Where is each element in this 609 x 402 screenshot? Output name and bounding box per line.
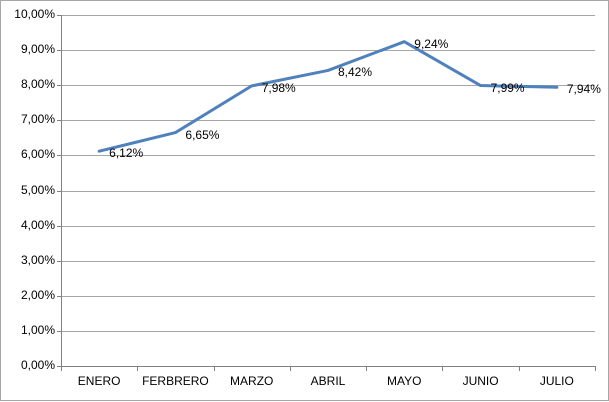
x-axis-category-label: ABRIL [310,374,346,388]
x-axis-category-label: MAYO [387,374,422,388]
y-axis-tick-label: 3,00% [20,252,55,267]
y-axis-tick-label: 8,00% [20,77,55,92]
y-axis-tick-label: 9,00% [20,42,55,57]
y-axis-tick-label: 1,00% [20,322,55,337]
data-point-label: 9,24% [414,36,449,51]
data-point-label: 6,12% [109,146,144,161]
x-axis-category-label: JULIO [539,374,574,388]
data-point-label: 8,42% [338,65,373,80]
y-axis-tick-label: 4,00% [20,217,55,232]
y-axis-tick-label: 7,00% [20,112,55,127]
y-axis-tick-label: 2,00% [20,287,55,302]
y-axis-tick-label: 6,00% [20,147,55,162]
data-point-label: 7,99% [490,80,525,95]
x-axis-category-label: JUNIO [462,374,499,388]
data-point-label: 7,98% [261,80,296,95]
y-axis-tick-label: 0,00% [20,358,55,372]
y-axis-tick-label: 10,00% [14,7,55,21]
y-axis-tick-label: 5,00% [20,182,55,197]
data-point-label: 7,94% [566,82,601,97]
x-axis-category-label: ENERO [77,374,121,388]
x-axis-category-label: MARZO [230,374,274,388]
data-point-label: 6,65% [185,127,220,142]
x-axis-category-label: FERBRERO [142,374,209,388]
series-line [97,40,559,153]
